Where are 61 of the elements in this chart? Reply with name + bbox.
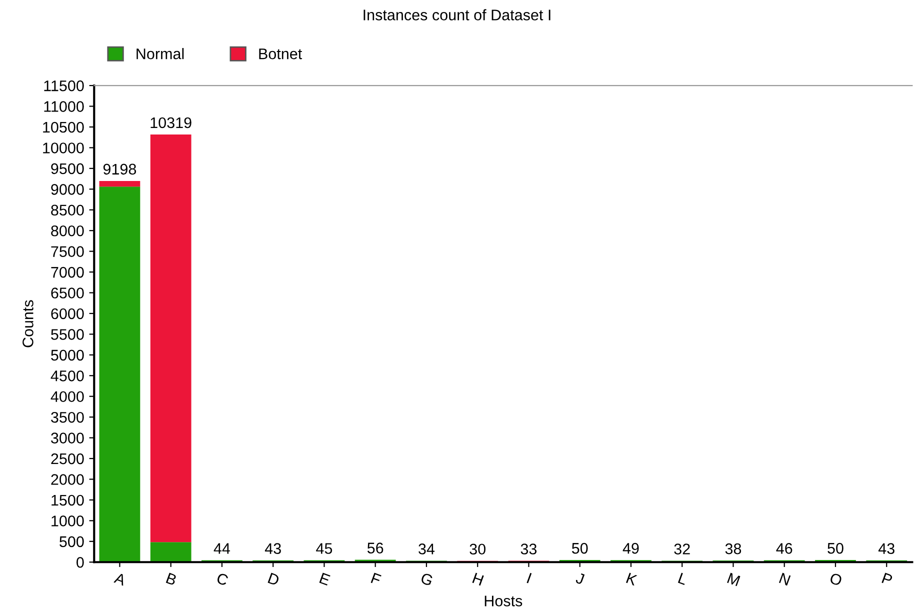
total-label: 43 (264, 543, 281, 554)
y-tick-label: 4000 (50, 391, 84, 402)
y-tick-label: 4500 (50, 370, 84, 382)
y-axis-title: Counts (22, 300, 34, 348)
x-tick-label: M (727, 572, 740, 586)
x-tick-label: J (575, 572, 585, 585)
y-tick-label: 10500 (43, 122, 84, 133)
x-tick-label: D (268, 572, 280, 586)
y-tick-label: 7500 (51, 246, 84, 257)
x-tick-label: L (678, 572, 688, 585)
total-label: 49 (622, 542, 639, 554)
y-tick-label: 9000 (51, 184, 84, 195)
total-label: 45 (316, 543, 332, 554)
x-tick-label: F (370, 572, 382, 586)
total-label: 10319 (150, 117, 192, 128)
y-tick-label: 9500 (51, 163, 84, 174)
y-tick-label: 8000 (51, 225, 84, 236)
x-axis-title: Hosts (484, 596, 522, 606)
y-tick-label: 3500 (51, 412, 84, 423)
total-label: 50 (828, 542, 844, 554)
total-label: 38 (725, 543, 742, 554)
x-tick-label: C (216, 572, 229, 586)
total-label: 32 (674, 544, 690, 554)
y-tick-label: 5000 (51, 350, 84, 361)
legend-label: Botnet (259, 48, 302, 60)
legend-label: Normal (136, 48, 184, 60)
y-tick-label: 6000 (51, 308, 84, 320)
total-label: 56 (367, 542, 384, 554)
y-tick-label: 11500 (44, 80, 84, 92)
total-label: 34 (418, 544, 435, 554)
y-tick-label: 2500 (51, 453, 84, 464)
y-tick-label: 10000 (43, 142, 84, 154)
y-tick-label: 0 (76, 556, 84, 568)
chart-title: Instances count of Dataset I (364, 9, 550, 20)
x-tick-label: G (420, 572, 434, 586)
y-tick-label: 3000 (51, 432, 84, 444)
total-label: 44 (214, 543, 230, 554)
x-tick-label: B (166, 572, 178, 586)
y-tick-label: 2000 (51, 474, 84, 485)
x-tick-label: H (472, 572, 484, 586)
x-tick-label: O (829, 572, 843, 586)
y-tick-label: 1500 (52, 494, 84, 506)
y-tick-label: 5500 (51, 329, 84, 340)
y-tick-label: 8500 (51, 204, 84, 216)
x-tick-label: E (319, 572, 331, 586)
x-tick-label: I (526, 572, 532, 584)
y-tick-label: 1000 (52, 516, 84, 526)
total-label: 9198 (103, 164, 136, 175)
y-tick-label: 11000 (44, 101, 84, 112)
total-label: 46 (776, 543, 792, 554)
y-tick-label: 6500 (51, 288, 84, 298)
x-tick-label: P (882, 572, 893, 586)
total-label: 33 (520, 544, 537, 554)
total-label: 30 (470, 544, 486, 555)
x-tick-label: A (114, 572, 127, 586)
y-tick-label: 7000 (51, 266, 84, 278)
y-tick-label: 500 (60, 536, 84, 548)
total-label: 43 (878, 543, 894, 554)
x-tick-label: K (626, 572, 638, 586)
x-tick-label: N (778, 572, 791, 586)
total-label: 50 (572, 542, 588, 554)
